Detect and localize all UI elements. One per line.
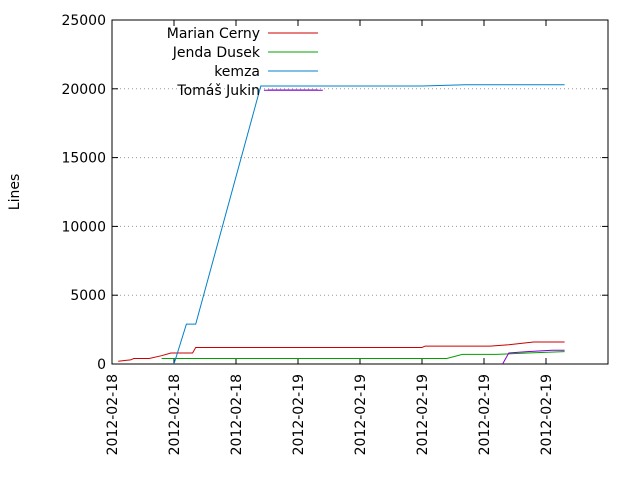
series-line-4 bbox=[502, 349, 565, 365]
x-tick-label: 2012-02-19 bbox=[477, 374, 493, 455]
series-layer bbox=[118, 84, 565, 365]
y-tick-label: 0 bbox=[97, 357, 106, 373]
y-tick-label: 20000 bbox=[61, 82, 106, 98]
y-axis-ticks: 0 5000 10000 15000 20000 25000 bbox=[61, 13, 608, 373]
series-line-1 bbox=[118, 341, 565, 362]
grid-layer bbox=[112, 88, 608, 296]
x-tick-label: 2012-02-18 bbox=[167, 374, 183, 455]
series-line-2 bbox=[161, 351, 565, 359]
legend-label: Marian Cerny bbox=[167, 26, 260, 42]
y-tick-label: 25000 bbox=[61, 13, 106, 29]
y-tick-label: 15000 bbox=[61, 151, 106, 167]
y-tick-label: 10000 bbox=[61, 219, 106, 235]
plot-frame bbox=[111, 19, 609, 365]
series-line-3 bbox=[173, 84, 565, 365]
legend: Marian Cerny Jenda Dusek kemza Tomáš Jukin bbox=[167, 26, 318, 99]
x-tick-label: 2012-02-18 bbox=[229, 374, 245, 455]
legend-label: Tomáš Jukin bbox=[176, 83, 260, 99]
x-tick-label: 2012-02-19 bbox=[415, 374, 431, 455]
x-axis-ticks: 2012-02-18 2012-02-18 2012-02-18 2012-02-19… bbox=[105, 20, 609, 455]
y-axis-label: Lines bbox=[7, 174, 23, 210]
y-tick-label: 5000 bbox=[70, 288, 106, 304]
legend-label: Jenda Dusek bbox=[172, 45, 261, 61]
legend-label: kemza bbox=[214, 64, 260, 80]
x-tick-label: 2012-02-18 bbox=[105, 374, 121, 455]
x-tick-label: 2012-02-19 bbox=[353, 374, 369, 455]
x-tick-label: 2012-02-19 bbox=[539, 374, 555, 455]
x-tick-label: 2012-02-19 bbox=[291, 374, 307, 455]
